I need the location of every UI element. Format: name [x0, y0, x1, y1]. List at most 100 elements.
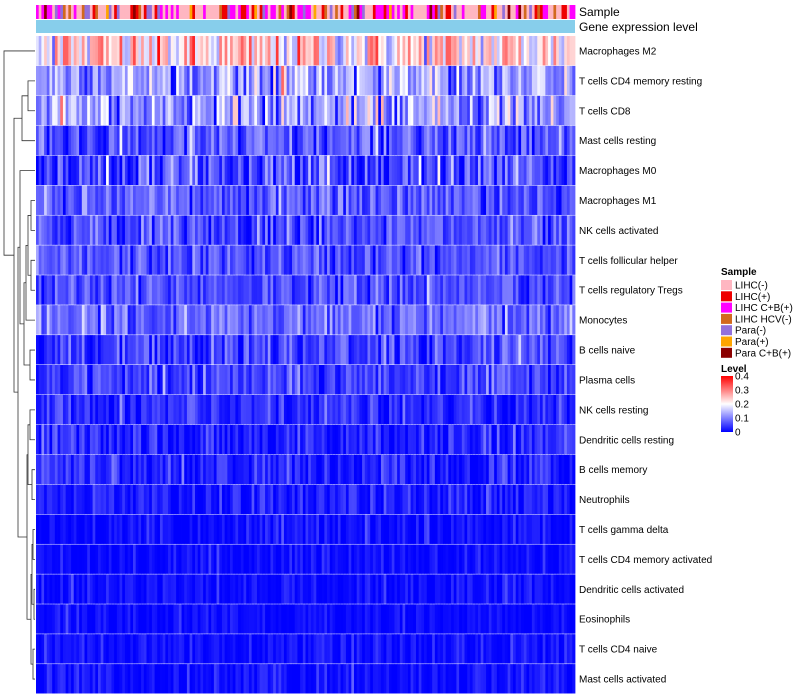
heatmap-cell [394, 514, 398, 544]
heatmap-cell [310, 604, 314, 634]
heatmap-cell [356, 125, 360, 156]
heatmap-cell [181, 604, 185, 634]
heatmap-cell [372, 185, 376, 215]
heatmap-cell [200, 245, 204, 275]
heatmap-cell [362, 215, 366, 245]
heatmap-cell [445, 155, 449, 186]
heatmap-cell [348, 574, 352, 604]
heatmap-cell [52, 185, 56, 215]
heatmap-cell [54, 454, 58, 485]
heatmap-cell [230, 484, 234, 515]
heatmap-cell [173, 514, 177, 544]
heatmap-cell [410, 215, 414, 245]
heatmap-cell [157, 275, 161, 305]
heatmap-cell [421, 664, 425, 694]
heatmap-cell [521, 305, 525, 335]
heatmap-cell [238, 514, 242, 544]
heatmap-cell [329, 544, 333, 574]
heatmap-cell [68, 484, 72, 515]
heatmap-cell [475, 484, 479, 515]
heatmap-cell [413, 215, 417, 245]
heatmap-cell [531, 664, 535, 694]
heatmap-cell [170, 365, 174, 395]
heatmap-cell [416, 245, 420, 275]
heatmap-cell [273, 514, 277, 544]
heatmap-cell [49, 484, 53, 515]
sample-anno-cell [122, 5, 126, 19]
heatmap-cell [111, 95, 115, 126]
heatmap-cell [556, 125, 560, 156]
heatmap-cell [399, 335, 403, 365]
heatmap-cell [124, 604, 129, 634]
heatmap-cell [114, 215, 118, 245]
heatmap-cell [168, 484, 172, 515]
heatmap-cell [65, 245, 69, 275]
heatmap-cell [265, 155, 269, 186]
heatmap-cell [364, 305, 368, 335]
heatmap-cell [149, 604, 153, 634]
heatmap-cell [332, 514, 336, 544]
heatmap-cell [251, 514, 255, 544]
heatmap-cell [561, 245, 565, 275]
heatmap-cell [418, 604, 422, 634]
heatmap-cell [556, 335, 560, 365]
heatmap-cell [345, 275, 350, 305]
heatmap-cell [186, 365, 191, 395]
heatmap-cell [421, 245, 425, 275]
heatmap-cell [265, 125, 269, 156]
heatmap-cell [472, 484, 476, 515]
heatmap-cell [283, 394, 288, 425]
heatmap-cell [539, 604, 544, 634]
heatmap-cell [230, 155, 234, 186]
sample-legend-swatch [721, 280, 732, 290]
heatmap-cell [442, 424, 447, 455]
heatmap-cell [561, 424, 565, 455]
heatmap-cell [208, 245, 212, 275]
heatmap-cell [375, 36, 379, 66]
heatmap-cell [275, 65, 279, 96]
heatmap-cell [399, 185, 403, 215]
heatmap-cell [321, 185, 325, 215]
heatmap-cell [65, 424, 69, 455]
heatmap-cell [518, 574, 522, 604]
heatmap-cell [362, 664, 366, 694]
heatmap-cell [270, 65, 274, 96]
heatmap-cell [57, 454, 61, 485]
heatmap-cell [308, 634, 312, 664]
heatmap-cell [262, 634, 266, 664]
heatmap-cell [356, 424, 360, 455]
heatmap-cell [246, 245, 250, 275]
heatmap-cell [143, 335, 147, 365]
heatmap-cell [418, 365, 422, 395]
heatmap-cell [41, 185, 45, 215]
heatmap-cell [165, 155, 169, 186]
heatmap-cell [114, 604, 118, 634]
heatmap-cell [539, 305, 544, 335]
heatmap-cell [434, 215, 438, 245]
heatmap-cell [44, 484, 48, 515]
heatmap-cell [251, 305, 255, 335]
sample-anno-cell [308, 5, 312, 19]
heatmap-cell [362, 335, 366, 365]
heatmap-cell [294, 95, 298, 126]
heatmap-cell [49, 365, 53, 395]
heatmap-cell [219, 335, 223, 365]
heatmap-cell [472, 305, 476, 335]
heatmap-cell [475, 664, 479, 694]
heatmap-cell [157, 95, 161, 126]
heatmap-cell [329, 95, 333, 126]
heatmap-cell [81, 394, 85, 425]
heatmap-cell [561, 305, 565, 335]
heatmap-cell [273, 604, 277, 634]
heatmap-cell [327, 36, 331, 66]
heatmap-cell [343, 604, 347, 634]
heatmap-cell [351, 514, 355, 544]
heatmap-cell [57, 574, 61, 604]
heatmap-cell [364, 514, 368, 544]
heatmap-cell [60, 215, 64, 245]
heatmap-cell [275, 95, 279, 126]
heatmap-cell [561, 215, 565, 245]
heatmap-cell [178, 634, 182, 664]
heatmap-cell [81, 65, 85, 96]
heatmap-cell [515, 95, 519, 126]
